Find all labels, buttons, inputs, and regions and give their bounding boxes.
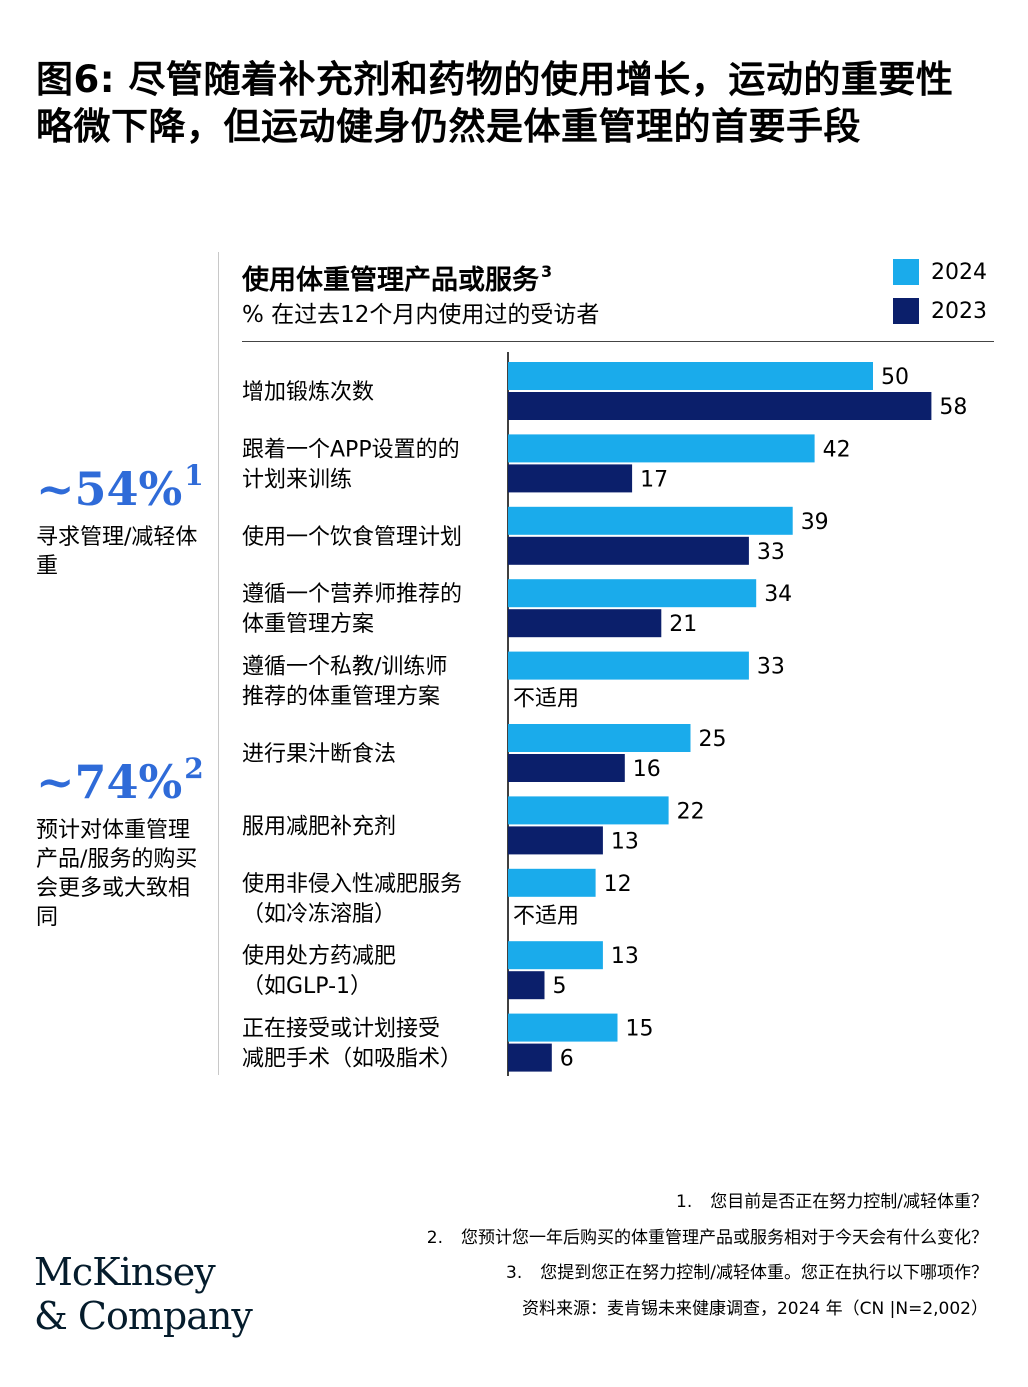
page-title: 图6: 尽管随着补充剂和药物的使用增长，运动的重要性略微下降，但运动健身仍然是体… — [36, 58, 954, 148]
category-label: 跟着一个APP设置的的 — [242, 437, 460, 462]
data-label: 5 — [553, 974, 567, 999]
category-label: 体重管理方案 — [242, 612, 374, 637]
chart-title-footnote-ref: 3 — [541, 262, 553, 281]
category-label: 增加锻炼次数 — [242, 380, 374, 405]
data-label: 6 — [560, 1047, 574, 1072]
bar-2024 — [508, 941, 603, 970]
source-note: 资料来源：麦肯锡未来健康调查，2024 年（CN |N=2,002） — [521, 1298, 988, 1319]
footnote-2: 2. 您预计您一年后购买的体重管理产品或服务相对于今天会有什么变化？ — [426, 1227, 988, 1248]
na-label: 不适用 — [513, 904, 579, 929]
stat-footnote-ref: 1 — [184, 459, 204, 492]
legend-item-2023: 2023 — [893, 297, 987, 325]
bar-2023 — [508, 464, 633, 493]
logo-line-2: & Company — [34, 1294, 253, 1338]
bar-2023 — [508, 826, 603, 855]
stat-label: 预计对体重管理产品/服务的购买会更多或大致相同 — [36, 818, 198, 930]
bar-2023 — [508, 971, 545, 1000]
data-label: 39 — [801, 510, 829, 535]
bar-2024 — [508, 1013, 618, 1042]
category-label: 进行果汁断食法 — [242, 742, 396, 767]
category-label: 推荐的体重管理方案 — [242, 685, 440, 710]
category-label: 正在接受或计划接受 — [242, 1017, 440, 1042]
footnote-1: 1. 您目前是否正在努力控制/减轻体重？ — [676, 1192, 988, 1212]
data-label: 50 — [881, 365, 909, 390]
bar-2023 — [508, 392, 932, 420]
na-label: 不适用 — [513, 687, 579, 712]
data-label: 34 — [764, 582, 792, 607]
bar-2023 — [508, 1043, 552, 1072]
bar-2024 — [508, 362, 873, 390]
category-label: 服用减肥补充剂 — [242, 814, 396, 839]
legend-item-2024: 2024 — [893, 258, 987, 286]
category-label: 使用一个饮食管理计划 — [242, 525, 462, 550]
chart-header-rule — [242, 341, 994, 342]
legend-swatch-2024 — [893, 259, 919, 285]
bar-2024 — [508, 651, 749, 680]
data-label: 15 — [626, 1017, 654, 1042]
mckinsey-logo: McKinsey & Company — [34, 1250, 253, 1338]
footnote-3: 3. 您提到您正在努力控制/减轻体重。您正在执行以下哪项作？ — [506, 1263, 988, 1283]
bar-2024 — [508, 796, 669, 825]
stat-footnote-ref: 2 — [184, 752, 204, 785]
data-label: 58 — [939, 395, 967, 420]
category-label: 计划来训练 — [242, 467, 352, 492]
category-label: 使用非侵入性减肥服务 — [242, 872, 462, 897]
legend-label: 2024 — [931, 259, 987, 285]
left-divider — [218, 252, 219, 1075]
stat-value: ~54% — [36, 462, 183, 516]
legend-label: 2023 — [931, 298, 987, 324]
bar-2023 — [508, 754, 625, 782]
bar-2024 — [508, 506, 793, 535]
data-label: 21 — [669, 612, 697, 637]
chart-subtitle: % 在过去12个月内使用过的受访者 — [242, 302, 600, 328]
stat-purchase-expectation: ~74%2 — [36, 743, 204, 808]
footnotes: 1. 您目前是否正在努力控制/减轻体重？ 2. 您预计您一年后购买的体重管理产品或服… — [427, 1185, 988, 1327]
data-label: 25 — [699, 727, 727, 752]
bar-2024 — [508, 868, 596, 897]
data-label: 12 — [604, 872, 632, 897]
category-label: （如冷冻溶脂） — [242, 902, 396, 927]
stat-seeking-weight-management: ~54%1 — [36, 450, 204, 515]
bar-2023 — [508, 609, 662, 638]
bar-2024 — [508, 724, 691, 752]
bar-2023 — [508, 536, 749, 565]
category-label: （如GLP-1） — [242, 974, 372, 999]
stat-label: 寻求管理/减轻体重 — [36, 525, 198, 579]
data-label: 13 — [611, 829, 639, 854]
data-label: 42 — [823, 437, 851, 462]
data-label: 22 — [677, 799, 705, 824]
data-label: 13 — [611, 944, 639, 969]
category-label: 遵循一个私教/训练师 — [242, 655, 447, 680]
category-label: 使用处方药减肥 — [242, 944, 396, 969]
legend-swatch-2023 — [893, 298, 919, 324]
category-label: 遵循一个营养师推荐的 — [242, 582, 462, 607]
data-label: 16 — [633, 757, 661, 782]
chart-title: 使用体重管理产品或服务 3 — [242, 252, 552, 301]
data-label: 33 — [757, 655, 785, 680]
data-label: 33 — [757, 540, 785, 565]
bar-2024 — [508, 434, 815, 463]
bar-2024 — [508, 579, 757, 608]
data-label: 17 — [640, 467, 668, 492]
logo-line-1: McKinsey — [34, 1250, 216, 1294]
stat-value: ~74% — [36, 755, 183, 809]
category-label: 减肥手术（如吸脂术） — [242, 1047, 462, 1072]
chart-title-text: 使用体重管理产品或服务 — [242, 265, 539, 296]
